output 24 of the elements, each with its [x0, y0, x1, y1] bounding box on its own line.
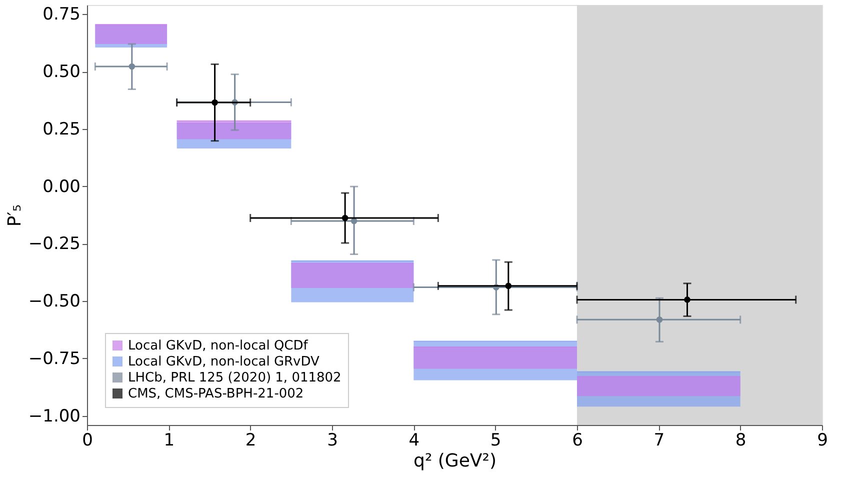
- x-tick-label: 7: [654, 430, 665, 450]
- x-axis-title: q² (GeV²): [414, 450, 496, 472]
- x-tick-label: 4: [408, 430, 420, 450]
- x-tick-label: 0: [82, 430, 93, 450]
- y-tick-label: −0.25: [28, 234, 80, 254]
- x-tick-label: 8: [735, 430, 746, 450]
- legend-label: LHCb, PRL 125 (2020) 1, 011802: [128, 370, 342, 386]
- y-axis-title: P′₅: [4, 204, 26, 227]
- legend-label: CMS, CMS-PAS-BPH-21-002: [128, 386, 304, 402]
- x-tick-label: 6: [572, 430, 583, 450]
- y-tick-label: 0.00: [42, 176, 80, 197]
- x-tick-label: 1: [164, 430, 175, 450]
- y-tick-label: −0.75: [28, 348, 80, 369]
- x-tick-label: 9: [817, 430, 828, 450]
- y-tick-label: −1.00: [28, 406, 80, 426]
- x-tick-label: 5: [490, 430, 502, 450]
- legend-label: Local GKvD, non-local QCDf: [128, 338, 308, 354]
- legend-label: Local GKvD, non-local GRvDV: [128, 354, 320, 370]
- x-tick-label: 3: [327, 430, 338, 450]
- y-tick-label: 0.50: [42, 62, 80, 82]
- y-tick-label: −0.50: [28, 292, 80, 312]
- y-tick-label: 0.25: [42, 119, 80, 140]
- x-tick-label: 2: [245, 430, 256, 450]
- y-tick-label: 0.75: [42, 4, 80, 25]
